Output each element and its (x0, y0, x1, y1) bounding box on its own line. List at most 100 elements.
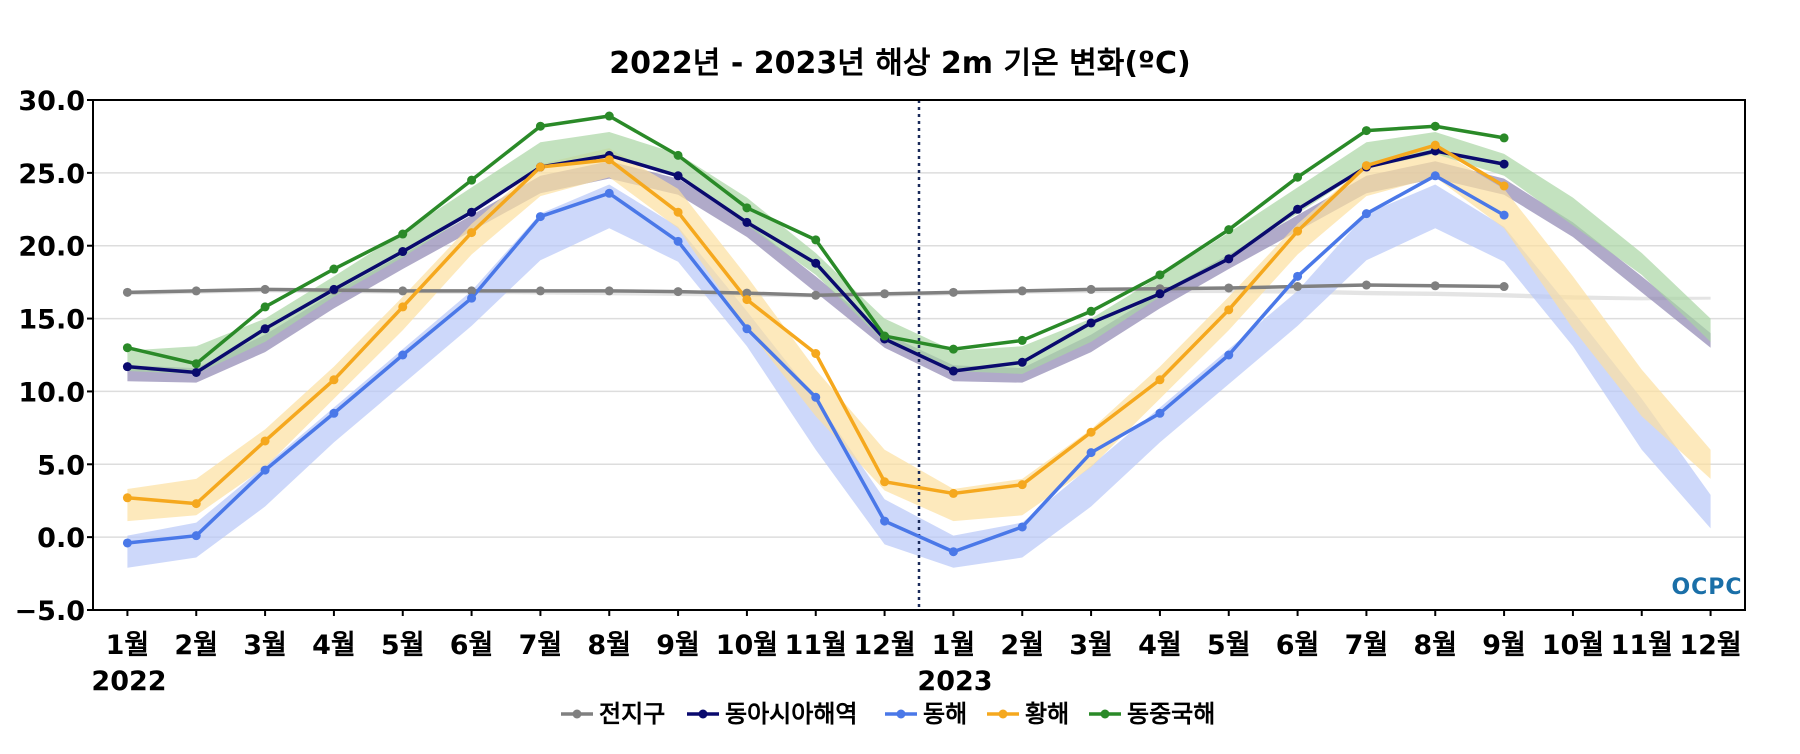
data-point (742, 295, 752, 305)
y-tick-label: 0.0 (37, 523, 85, 554)
data-point (1361, 161, 1371, 171)
logo-text: OCPC (1671, 575, 1742, 600)
y-tick-label: 5.0 (37, 450, 85, 481)
data-point (535, 212, 545, 222)
x-tick-label: 2월 (1000, 630, 1044, 661)
chart-title: 2022년 - 2023년 해상 2m 기온 변화(ºC) (609, 46, 1190, 81)
data-point (329, 264, 339, 274)
data-point (398, 229, 408, 239)
legend-marker (896, 709, 906, 719)
data-point (1224, 350, 1234, 360)
data-point (1224, 254, 1234, 264)
legend-label: 황해 (1025, 700, 1069, 728)
data-point (260, 302, 270, 312)
data-point (467, 207, 477, 217)
data-point (467, 175, 477, 185)
data-point (1293, 204, 1303, 214)
x-tick-label: 11월 (785, 630, 847, 661)
legend-label: 동중국해 (1127, 700, 1215, 728)
data-point (1293, 226, 1303, 236)
x-tick-label: 1월 (932, 630, 976, 661)
band-동해 (127, 184, 1711, 568)
x-tick-label: 3월 (243, 630, 287, 661)
y-axis-ticks: 30.0 25.0 20.0 15.0 10.0 5.0 0.0 −5.0 (15, 86, 93, 627)
y-tick-label: 10.0 (18, 377, 85, 408)
data-point (811, 290, 821, 300)
data-point (948, 547, 958, 557)
y-tick-label: −5.0 (15, 596, 85, 627)
legend-label: 동아시아해역 (725, 700, 857, 728)
data-point (329, 375, 339, 385)
data-point (1155, 289, 1165, 299)
y-tick-label: 15.0 (18, 305, 85, 336)
x-tick-label: 7월 (1345, 630, 1389, 661)
data-point (122, 493, 132, 503)
legend-marker (698, 709, 708, 719)
x-tick-label: 7월 (519, 630, 563, 661)
x-tick-label: 12월 (853, 630, 915, 661)
x-tick-label: 10월 (716, 630, 778, 661)
data-point (1224, 283, 1234, 293)
x-tick-label: 9월 (656, 630, 700, 661)
data-point (742, 217, 752, 227)
data-point (1086, 284, 1096, 294)
data-point (1430, 281, 1440, 291)
data-point (1293, 271, 1303, 281)
data-point (811, 258, 821, 268)
data-point (122, 287, 132, 297)
x-tick-label: 5월 (381, 630, 425, 661)
data-point (811, 392, 821, 402)
data-point (880, 477, 890, 487)
data-point (191, 531, 201, 541)
y-tick-label: 30.0 (18, 86, 85, 117)
data-point (948, 366, 958, 376)
data-point (1499, 133, 1509, 143)
x-tick-label: 9월 (1482, 630, 1526, 661)
data-point (673, 150, 683, 160)
data-point (1155, 270, 1165, 280)
data-point (1293, 282, 1303, 292)
x-tick-label: 3월 (1069, 630, 1113, 661)
data-point (742, 203, 752, 213)
data-point (191, 359, 201, 369)
data-point (673, 236, 683, 246)
data-point (467, 228, 477, 238)
year-labels: 2022 2023 (91, 666, 992, 697)
band-동중국해 (127, 132, 1711, 374)
data-point (122, 362, 132, 372)
data-point (122, 343, 132, 353)
series-points (122, 111, 1509, 557)
data-point (260, 324, 270, 334)
data-point (260, 284, 270, 294)
data-point (191, 286, 201, 296)
data-point (673, 287, 683, 297)
data-point (1086, 427, 1096, 437)
data-point (811, 235, 821, 245)
data-point (1499, 282, 1509, 292)
data-point (948, 287, 958, 297)
legend-marker (998, 709, 1008, 719)
data-point (535, 121, 545, 131)
data-point (260, 436, 270, 446)
data-point (604, 188, 614, 198)
data-point (398, 286, 408, 296)
x-tick-label: 6월 (1276, 630, 1320, 661)
data-point (880, 331, 890, 341)
data-point (1499, 181, 1509, 191)
y-tick-label: 20.0 (18, 232, 85, 263)
x-tick-label: 2월 (174, 630, 218, 661)
year-label: 2023 (917, 666, 992, 697)
data-point (1430, 171, 1440, 181)
data-point (1499, 210, 1509, 220)
data-point (1430, 121, 1440, 131)
year-label: 2022 (91, 666, 166, 697)
legend-label: 동해 (923, 700, 967, 728)
legend-marker (1100, 709, 1110, 719)
data-point (329, 408, 339, 418)
data-point (1361, 126, 1371, 136)
data-point (122, 538, 132, 548)
x-tick-label: 11월 (1611, 630, 1673, 661)
x-tick-label: 4월 (312, 630, 356, 661)
data-point (1017, 357, 1027, 367)
